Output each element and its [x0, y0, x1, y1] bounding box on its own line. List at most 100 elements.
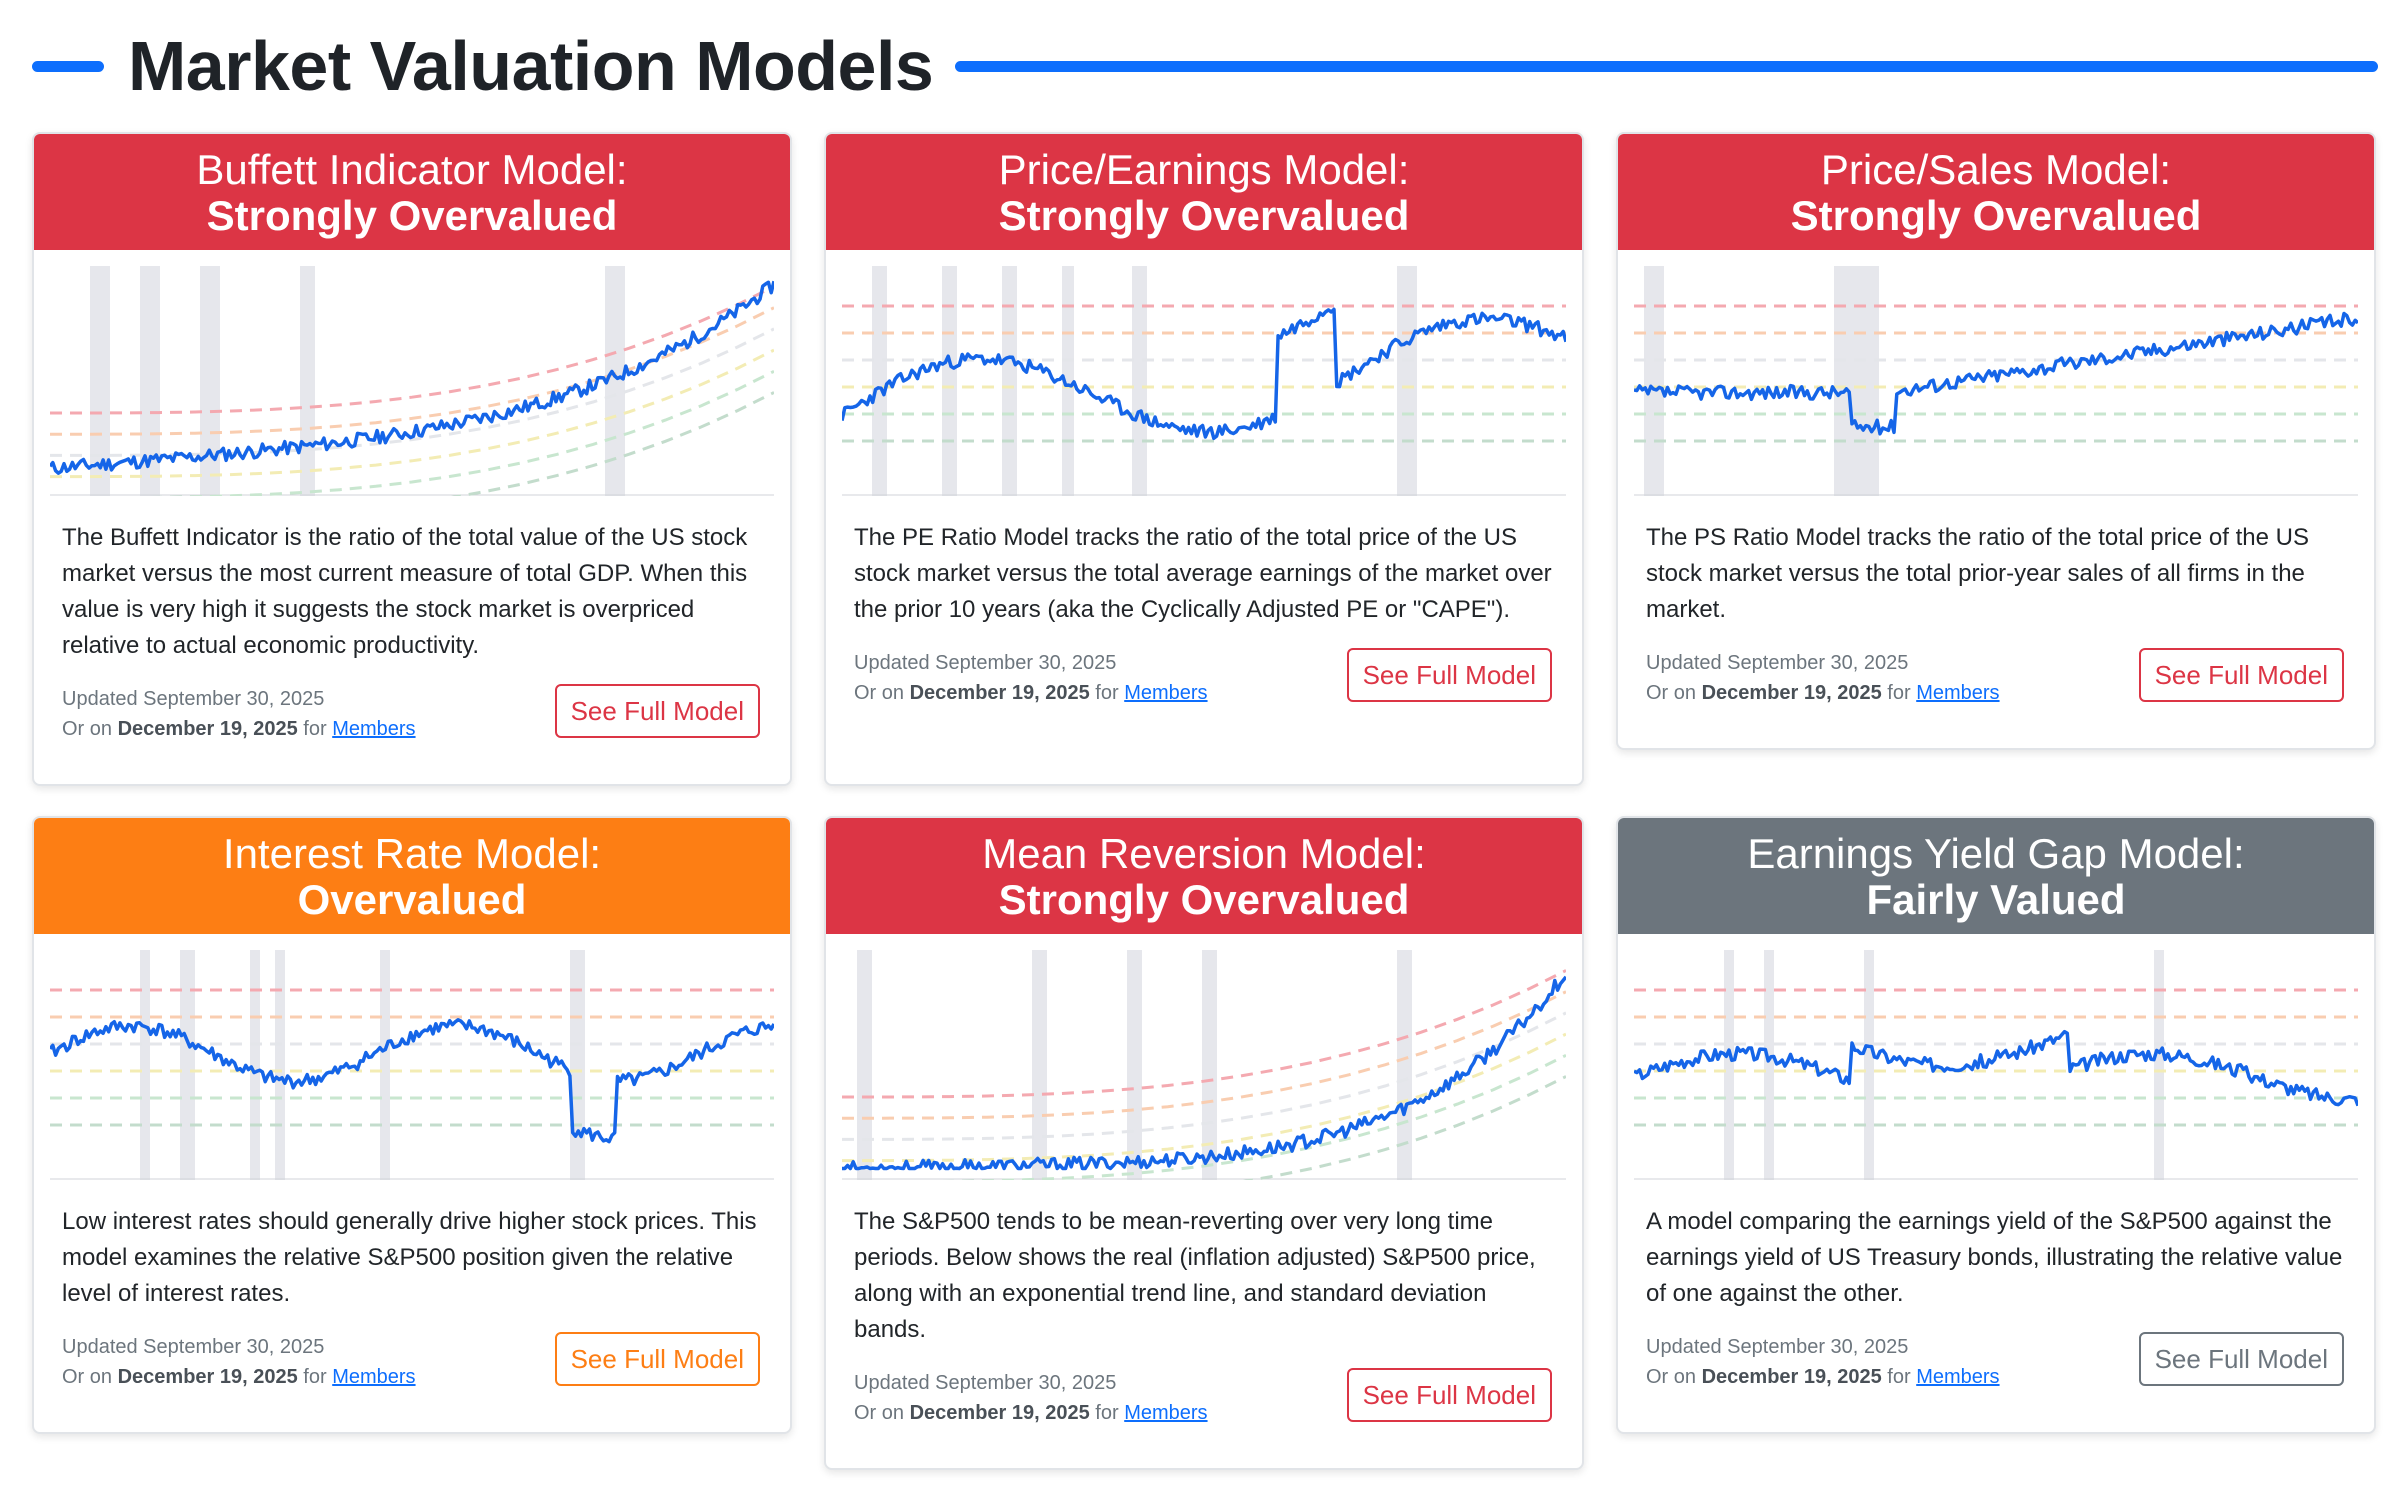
chart-plot-area — [50, 266, 774, 496]
card-price-sales: Price/Sales Model: Strongly Overvalued T… — [1616, 132, 2376, 750]
model-name: Earnings Yield Gap Model: — [1747, 830, 2245, 877]
updated-date: Updated September 30, 2025 — [62, 688, 325, 710]
chart-background — [842, 266, 1566, 496]
std-band-line — [50, 348, 774, 479]
title-rule-right — [955, 60, 2378, 72]
card-header: Earnings Yield Gap Model: Fairly Valued — [1618, 818, 2374, 934]
updated-date: Updated September 30, 2025 — [1646, 652, 1909, 674]
recession-band — [380, 950, 390, 1180]
card-description: A model comparing the earnings yield of … — [1646, 1208, 2343, 1307]
chart-plot-area — [1634, 950, 2358, 1180]
members-date-line: Or on December 19, 2025 for Members — [1646, 1366, 2000, 1388]
members-date-line: Or on December 19, 2025 for Members — [854, 1402, 1208, 1424]
updated-date: Updated September 30, 2025 — [854, 1372, 1117, 1394]
recession-band — [250, 950, 260, 1180]
recession-band — [1834, 266, 1879, 496]
model-name: Interest Rate Model: — [222, 830, 602, 877]
members-date: December 19, 2025 — [1701, 1366, 1882, 1388]
card-description: The S&P500 tends to be mean-reverting ov… — [854, 1208, 1536, 1343]
see-full-model-button[interactable]: See Full Model — [2138, 648, 2344, 702]
members-link[interactable]: Members — [1124, 1402, 1208, 1424]
chart-background — [1634, 950, 2358, 1180]
updated-date: Updated September 30, 2025 — [854, 652, 1117, 674]
recession-band — [1724, 950, 1734, 1180]
members-date-line: Or on December 19, 2025 for Members — [854, 682, 1208, 704]
index-series-line — [50, 1018, 774, 1144]
recession-band — [200, 266, 220, 496]
recession-band — [857, 950, 872, 1180]
card-footer: Updated September 30, 2025 Or on Decembe… — [854, 648, 1552, 708]
card-footer: Updated September 30, 2025 Or on Decembe… — [1646, 1332, 2344, 1392]
card-footer: Updated September 30, 2025 Or on Decembe… — [62, 684, 760, 744]
model-name: Mean Reversion Model: — [982, 830, 1426, 877]
members-date: December 19, 2025 — [117, 718, 298, 740]
index-series-line — [50, 280, 774, 475]
std-band-line — [1242, 1075, 1566, 1180]
members-link[interactable]: Members — [1916, 682, 2000, 704]
members-date: December 19, 2025 — [909, 682, 1090, 704]
chart-plot-area — [842, 266, 1566, 496]
recession-band — [570, 950, 585, 1180]
card-price-earnings: Price/Earnings Model: Strongly Overvalue… — [824, 132, 1584, 786]
see-full-model-button[interactable]: See Full Model — [1346, 1368, 1552, 1422]
recession-band — [140, 950, 150, 1180]
see-full-model-button[interactable]: See Full Model — [554, 684, 760, 738]
recession-band — [140, 266, 160, 496]
std-band-line — [146, 369, 774, 496]
card-buffett-indicator: Buffett Indicator Model: Strongly Overva… — [32, 132, 792, 786]
valuation-status: Fairly Valued — [1866, 876, 2126, 923]
card-description: The PE Ratio Model tracks the ratio of t… — [854, 524, 1552, 623]
recession-band — [300, 266, 315, 496]
std-band-line — [938, 1053, 1566, 1180]
std-band-line — [50, 285, 774, 415]
recession-band — [2154, 950, 2164, 1180]
recession-band — [1864, 950, 1874, 1180]
index-series-line — [1634, 1029, 2358, 1107]
recession-band — [275, 950, 285, 1180]
std-band-line — [842, 969, 1566, 1099]
members-link[interactable]: Members — [1916, 1366, 2000, 1388]
index-series-line — [1634, 311, 2358, 436]
see-full-model-button[interactable]: See Full Model — [554, 1332, 760, 1386]
card-description: The Buffett Indicator is the ratio of th… — [62, 524, 748, 659]
members-link[interactable]: Members — [332, 718, 416, 740]
model-name: Price/Earnings Model: — [998, 146, 1410, 193]
chart-plot-area — [50, 950, 774, 1180]
card-header: Price/Earnings Model: Strongly Overvalue… — [826, 134, 1582, 250]
model-thumbnail-chart — [842, 950, 1566, 1180]
card-header: Buffett Indicator Model: Strongly Overva… — [34, 134, 790, 250]
card-description: Low interest rates should generally driv… — [62, 1208, 757, 1307]
recession-band — [90, 266, 110, 496]
members-date: December 19, 2025 — [1701, 682, 1882, 704]
index-series-line — [842, 975, 1566, 1171]
card-header: Price/Sales Model: Strongly Overvalued — [1618, 134, 2374, 250]
members-date-line: Or on December 19, 2025 for Members — [1646, 682, 2000, 704]
see-full-model-button[interactable]: See Full Model — [1346, 648, 1552, 702]
valuation-status: Strongly Overvalued — [206, 192, 618, 239]
card-earnings-yield-gap: Earnings Yield Gap Model: Fairly Valued … — [1616, 816, 2376, 1434]
members-link[interactable]: Members — [332, 1366, 416, 1388]
index-series-line — [842, 307, 1566, 441]
members-date: December 19, 2025 — [117, 1366, 298, 1388]
title-rule-left — [32, 60, 104, 72]
see-full-model-button[interactable]: See Full Model — [2138, 1332, 2344, 1386]
model-thumbnail-chart — [1634, 266, 2358, 496]
members-link[interactable]: Members — [1124, 682, 1208, 704]
page-title: Market Valuation Models — [128, 27, 934, 105]
recession-band — [1132, 266, 1147, 496]
card-footer: Updated September 30, 2025 Or on Decembe… — [1646, 648, 2344, 708]
card-mean-reversion: Mean Reversion Model: Strongly Overvalue… — [824, 816, 1584, 1470]
card-header: Interest Rate Model: Overvalued — [34, 818, 790, 934]
updated-date: Updated September 30, 2025 — [62, 1336, 325, 1358]
recession-band — [180, 950, 195, 1180]
valuation-status: Strongly Overvalued — [998, 876, 1410, 923]
page-header: Market Valuation Models — [32, 14, 2378, 118]
model-name: Price/Sales Model: — [1820, 146, 2172, 193]
members-date: December 19, 2025 — [909, 1402, 1090, 1424]
valuation-status: Overvalued — [297, 876, 527, 923]
chart-plot-area — [1634, 266, 2358, 496]
recession-band — [942, 266, 957, 496]
recession-band — [1764, 950, 1774, 1180]
members-date-line: Or on December 19, 2025 for Members — [62, 718, 416, 740]
card-description: The PS Ratio Model tracks the ratio of t… — [1646, 524, 2309, 623]
